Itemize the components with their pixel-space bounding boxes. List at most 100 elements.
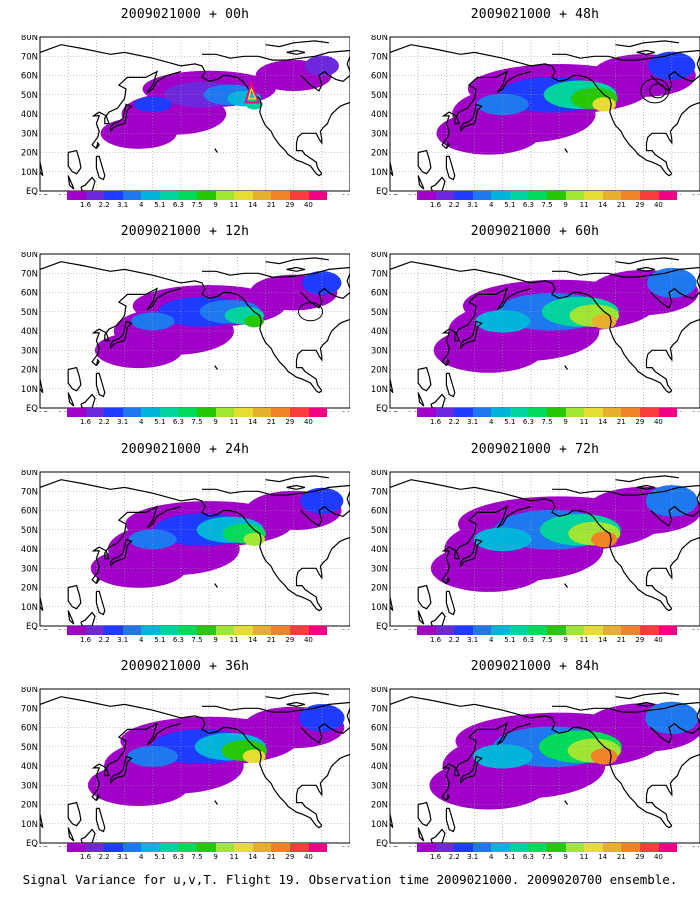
colorbar-swatch: [85, 408, 105, 417]
colorbar-label: 9: [213, 201, 218, 209]
latitude-label: 50N: [21, 308, 38, 318]
colorbar-swatch: [67, 191, 86, 200]
colorbar-swatch: [417, 843, 436, 852]
colorbar-label: 2.2: [448, 636, 460, 644]
colorbar-swatch: [85, 626, 105, 635]
latitude-label: EQ: [376, 187, 388, 195]
colorbar-swatch: [547, 408, 566, 417]
coastlines: [390, 475, 700, 626]
colorbar-swatch: [472, 843, 492, 852]
map-panel: 2009021000 + 60h 80N 70N 60N 50N 40N 30N 20N 10N…: [370, 222, 700, 437]
colorbar-swatch: [141, 191, 160, 200]
colorbar-label: 11: [229, 201, 239, 209]
colorbar-swatch: [454, 626, 473, 635]
colorbar-swatch: [252, 843, 272, 852]
colorbar: 1.6 2.2 3.1 4 5.1 6.3 7.5 9 11 14 21 29 40: [417, 843, 685, 869]
colorbar-swatch: [602, 408, 622, 417]
coastlines: [40, 40, 350, 191]
colorbar-swatch: [435, 626, 455, 635]
variance-map: 80N70N60N50N40N30N20N10NEQ80E100E120E140…: [21, 252, 350, 412]
variance-map: 80N70N60N50N40N30N20N10NEQ80E100E120E140…: [21, 470, 350, 630]
variance-shading: [433, 327, 544, 373]
variance-shading: [436, 111, 541, 155]
latitude-label: 60N: [371, 724, 388, 734]
latitude-label: 20N: [21, 584, 38, 594]
colorbar-swatch: [454, 191, 473, 200]
colorbar-swatch: [252, 626, 272, 635]
latitude-label: EQ: [376, 622, 388, 630]
longitude-label: 60W: [690, 629, 700, 630]
latitude-label: 60N: [21, 507, 38, 517]
colorbar-label: 4: [139, 853, 144, 861]
colorbar-swatch: [178, 843, 198, 852]
colorbar-label: 3.1: [467, 418, 479, 426]
latitude-label: 40N: [21, 110, 38, 120]
colorbar-label: 2.2: [98, 636, 110, 644]
latitude-label: 30N: [371, 564, 388, 574]
colorbar-label: 29: [635, 418, 645, 426]
colorbar-swatch: [435, 408, 455, 417]
colorbar-swatch: [509, 191, 529, 200]
colorbar-swatch: [159, 408, 179, 417]
colorbar-swatch: [584, 191, 603, 200]
colorbar-label: 5.1: [154, 418, 166, 426]
colorbar-swatch: [658, 626, 678, 635]
colorbar-label: 40: [303, 853, 313, 861]
latitude-label: 50N: [371, 526, 388, 536]
latitude-label: 70N: [371, 52, 388, 62]
latitude-label: 80N: [371, 252, 388, 260]
variance-shading: [648, 51, 696, 81]
variance-shading: [645, 485, 698, 517]
colorbar-label: 40: [653, 418, 663, 426]
colorbar-label: 6.3: [522, 636, 534, 644]
latitude-label: 10N: [371, 385, 388, 395]
longitude-label: 60W: [340, 846, 350, 847]
colorbar-label: 5.1: [154, 636, 166, 644]
variance-shading: [302, 270, 342, 295]
colorbar-label: 6.3: [522, 201, 534, 209]
colorbar-swatch: [472, 191, 492, 200]
variance-shading: [128, 529, 177, 550]
colorbar: 1.6 2.2 3.1 4 5.1 6.3 7.5 9 11 14 21 29 40: [67, 843, 335, 869]
colorbar-swatch: [547, 843, 566, 852]
colorbar-swatch: [215, 191, 235, 200]
colorbar: 1.6 2.2 3.1 4 5.1 6.3 7.5 9 11 14 21 29 40: [417, 408, 685, 434]
latitude-label: 70N: [21, 52, 38, 62]
colorbar-swatch: [178, 191, 198, 200]
colorbar-swatch: [104, 843, 123, 852]
colorbar-swatch: [122, 843, 142, 852]
colorbar-swatch: [639, 843, 659, 852]
latitude-label: 60N: [371, 72, 388, 82]
colorbar-swatch: [122, 626, 142, 635]
colorbar-label: 11: [229, 636, 239, 644]
colorbar-swatch: [491, 191, 510, 200]
colorbar-swatch: [104, 626, 123, 635]
colorbar-swatch: [234, 626, 253, 635]
colorbar-swatch: [197, 843, 216, 852]
colorbar-label: 21: [616, 418, 626, 426]
variance-shading: [94, 332, 183, 369]
panel-title: 2009021000 + 00h: [120, 7, 250, 22]
colorbar-swatch: [308, 191, 328, 200]
colorbar-label: 3.1: [117, 418, 129, 426]
colorbar-swatch: [454, 408, 473, 417]
map-panel: 2009021000 + 48h 80N 70N 60N 50N 40N 30N 20N 10N…: [370, 5, 700, 220]
colorbar-swatch: [289, 843, 309, 852]
colorbar-label: 7.5: [541, 201, 553, 209]
latitude-label: 70N: [21, 704, 38, 714]
variance-shading: [133, 96, 172, 113]
latitude-label: 60N: [21, 72, 38, 82]
colorbar-label: 2.2: [98, 418, 110, 426]
latitude-label: EQ: [376, 839, 388, 847]
colorbar-swatch: [565, 408, 585, 417]
colorbar-swatch: [271, 408, 290, 417]
colorbar-label: 7.5: [541, 418, 553, 426]
colorbar-label: 6.3: [172, 853, 184, 861]
latitude-label: 30N: [371, 781, 388, 791]
longitude-label: 80E: [32, 411, 48, 412]
colorbar-swatch: [621, 191, 640, 200]
colorbar-label: 9: [213, 418, 218, 426]
longitude-label: 80E: [382, 629, 398, 630]
latitude-label: 20N: [21, 149, 38, 159]
colorbar-label: 6.3: [172, 636, 184, 644]
